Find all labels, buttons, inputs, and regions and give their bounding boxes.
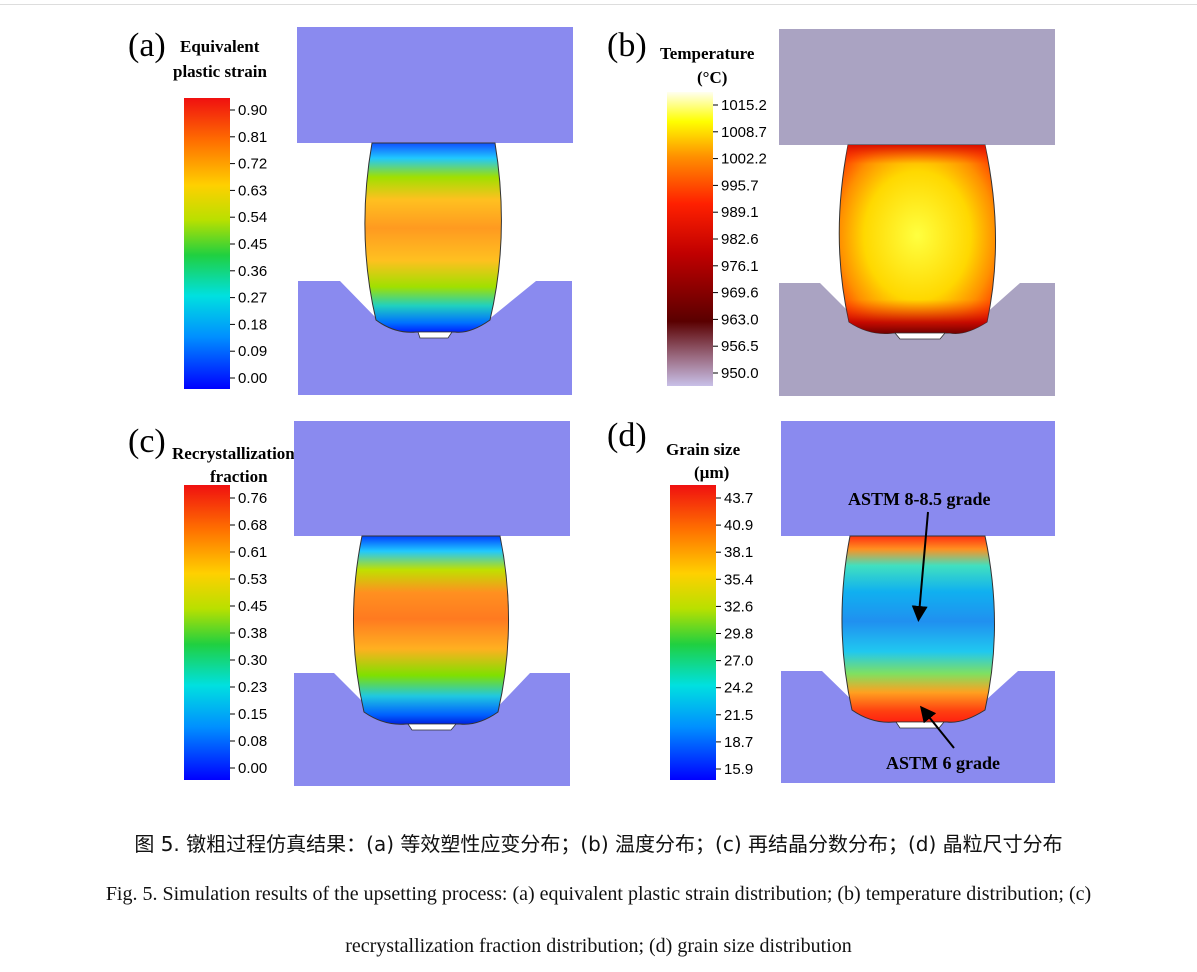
panel-a-top-die <box>297 27 573 143</box>
panel-c-tick-label: 0.68 <box>238 517 267 534</box>
panel-c-tick-label: 0.15 <box>238 706 267 723</box>
panel-b-tick-label: 989.1 <box>721 204 759 221</box>
panel-b-letter: (b) <box>607 27 647 64</box>
panel-b-ticks: 1015.2 1008.7 1002.2 995.7 989.1 982.6 976.1 96… <box>713 97 767 382</box>
panel-d-tick-label: 21.5 <box>724 707 753 724</box>
panel-a-workpiece <box>364 142 502 333</box>
panel-a-tick-label: 0.36 <box>238 263 267 280</box>
panel-b-colorbar <box>667 92 713 386</box>
panel-d-annotation-coarse: ASTM 6 grade <box>886 753 1000 773</box>
panel-b-top-die <box>779 29 1055 145</box>
panel-d-legend-title-2: (µm) <box>694 463 729 482</box>
panel-a-tick-label: 0.00 <box>238 370 267 387</box>
panel-d-tick-label: 32.6 <box>724 598 753 615</box>
panel-d-tick-label: 15.9 <box>724 761 753 778</box>
panel-a-tick-label: 0.18 <box>238 316 267 333</box>
caption-english-line-2: recrystallization fraction distribution;… <box>345 935 852 957</box>
panel-c-top-die <box>294 421 570 536</box>
panel-b-tick-label: 1015.2 <box>721 97 767 114</box>
panel-b-tick-label: 963.0 <box>721 311 759 328</box>
panel-d-tick-label: 29.8 <box>724 626 753 643</box>
panel-a-tick-label: 0.90 <box>238 102 267 119</box>
panel-b-tick-label: 995.7 <box>721 177 759 194</box>
simulation-figure: (a) Equivalent plastic strain 0.900.810.… <box>128 27 1055 786</box>
panel-d-ticks: 43.7 40.9 38.1 35.4 32.6 29.8 27.0 24.2 21.5 18.7… <box>716 490 753 778</box>
panel-b-tick-label: 950.0 <box>721 365 759 382</box>
panel-b: (b) Temperature (°C) 1015.2 1008.7 1002.2 9… <box>607 27 1055 396</box>
panel-c-tick-label: 0.76 <box>238 490 267 507</box>
panel-a-tick-label: 0.09 <box>238 343 267 360</box>
panel-a-colorbar <box>184 98 230 389</box>
panel-a-tick-label: 0.63 <box>238 182 267 199</box>
panel-c-tick-label: 0.23 <box>238 679 267 696</box>
panel-d-legend-title-1: Grain size <box>666 440 741 459</box>
panel-c-legend-title-1: Recrystallization <box>172 444 295 463</box>
panel-a-gap <box>417 331 453 339</box>
panel-a-letter: (a) <box>128 27 166 64</box>
panel-c-tick-label: 0.45 <box>238 598 267 615</box>
panel-c-tick-label: 0.30 <box>238 652 267 669</box>
panel-b-tick-label: 956.5 <box>721 338 759 355</box>
panel-c-tick-label: 0.53 <box>238 571 267 588</box>
panel-d-tick-label: 43.7 <box>724 490 753 507</box>
panel-d-tick-label: 38.1 <box>724 544 753 561</box>
panel-c-colorbar <box>184 485 230 780</box>
panel-d: (d) Grain size (µm) 43.7 40.9 38.1 35.4 32.6… <box>607 417 1055 783</box>
panel-d-letter: (d) <box>607 417 647 454</box>
caption-english-line-1: Fig. 5. Simulation results of the upsett… <box>105 883 1092 905</box>
panel-b-tick-label: 982.6 <box>721 231 759 248</box>
panel-c-tick-label: 0.00 <box>238 760 267 777</box>
panel-c: (c) Recrystallization fraction 0.760.680… <box>128 421 570 786</box>
panel-c-legend-title-2: fraction <box>210 467 268 486</box>
panel-d-annotation-fine: ASTM 8-8.5 grade <box>848 489 991 509</box>
panel-b-tick-label: 976.1 <box>721 258 759 275</box>
panel-d-colorbar <box>670 485 716 780</box>
panel-d-top-die <box>781 421 1055 536</box>
panel-b-legend-title-1: Temperature <box>660 44 755 63</box>
panel-a-tick-label: 0.81 <box>238 129 267 146</box>
panel-d-workpiece <box>841 535 995 723</box>
panel-c-gap <box>407 723 457 731</box>
caption-chinese: 图 5. 镦粗过程仿真结果：(a) 等效塑性应变分布；(b) 温度分布；(c) … <box>134 832 1063 856</box>
panel-a-ticks: 0.90 0.81 0.72 0.63 0.54 0.45 0.36 0.27 0.18 0.09… <box>230 102 267 387</box>
panel-d-tick-label: 40.9 <box>724 517 753 534</box>
panel-d-tick-label: 24.2 <box>724 680 753 697</box>
panel-c-tick-label: 0.38 <box>238 625 267 642</box>
top-rule <box>0 4 1197 5</box>
panel-d-arrow-coarse <box>919 705 955 749</box>
panel-d-tick-label: 18.7 <box>724 734 753 751</box>
panel-d-arrow-fine <box>911 511 929 622</box>
panel-a-tick-label: 0.27 <box>238 290 267 307</box>
panel-c-tick-label: 0.08 <box>238 733 267 750</box>
panel-b-tick-label: 969.6 <box>721 285 759 302</box>
panel-a-tick-label: 0.54 <box>238 209 267 226</box>
panel-d-tick-label: 27.0 <box>724 653 753 670</box>
panel-a-tick-label: 0.45 <box>238 236 267 253</box>
panel-a-tick-label: 0.72 <box>238 156 267 173</box>
panel-c-workpiece <box>353 535 509 725</box>
panel-b-tick-label: 1008.7 <box>721 124 767 141</box>
panel-a: (a) Equivalent plastic strain 0.900.810.… <box>128 27 573 395</box>
panel-d-tick-label: 35.4 <box>724 571 753 588</box>
panel-b-legend-title-2: (°C) <box>697 68 727 87</box>
panel-b-gap <box>894 332 946 340</box>
panel-c-ticks: 0.76 0.68 0.61 0.53 0.45 0.38 0.30 0.23 0.15 0.08… <box>230 490 267 777</box>
panel-c-tick-label: 0.61 <box>238 544 267 561</box>
panel-b-tick-label: 1002.2 <box>721 151 767 168</box>
panel-a-legend-title-2: plastic strain <box>173 62 268 81</box>
panel-a-legend-title-1: Equivalent <box>180 37 260 56</box>
panel-c-letter: (c) <box>128 423 166 460</box>
